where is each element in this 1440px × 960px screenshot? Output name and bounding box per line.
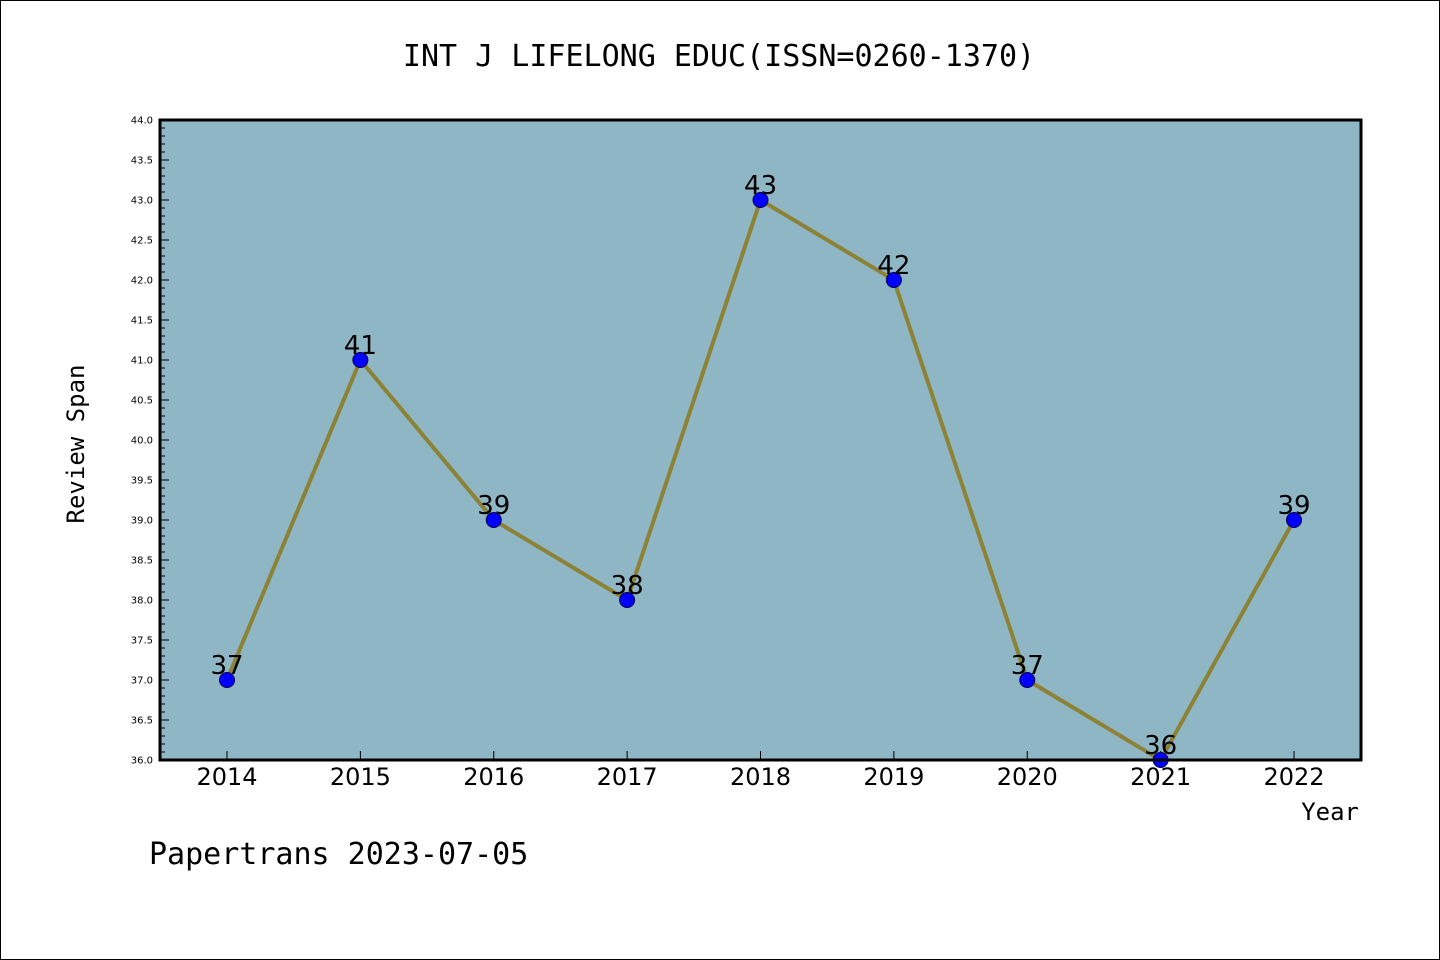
y-tick-label: 42.0 [131,276,153,287]
data-label: 39 [477,491,510,521]
data-point [1019,672,1036,688]
y-tick-label: 38.0 [131,596,153,607]
data-point [352,352,369,368]
x-tick-label: 2016 [463,763,524,791]
data-label: 43 [744,171,777,201]
y-tick-label: 41.5 [131,316,153,327]
data-point [619,592,636,608]
data-labels: 37 41 39 38 43 42 37 36 39 [210,171,1310,761]
plot-area [160,120,1361,760]
data-label: 39 [1277,491,1310,521]
y-tick-label: 40.5 [131,396,153,407]
y-axis-label: Review Span [62,365,90,524]
data-label: 37 [210,651,243,681]
y-tick-label: 41.0 [131,356,153,367]
y-tick-label: 38.5 [131,556,153,567]
data-label: 37 [1011,651,1044,681]
y-tick-label: 36.5 [131,716,153,727]
y-tick-label: 43.5 [131,156,153,167]
y-tick-label: 37.0 [131,676,153,687]
data-point [1286,512,1302,528]
x-tick-label: 2022 [1263,763,1324,791]
y-tick-label: 36.0 [131,756,153,767]
data-point [219,672,235,688]
x-tick-label: 2018 [730,763,791,791]
y-tick-label: 44.0 [131,116,153,127]
data-point [752,192,769,208]
x-tick-label: 2015 [330,763,391,791]
x-tick-label: 2019 [863,763,924,791]
data-label: 41 [344,331,377,361]
x-axis-label: Year [1301,798,1359,826]
plot-border [158,118,1363,762]
series-markers [219,192,1302,768]
y-tick-label: 43.0 [131,196,153,207]
chart-title: INT J LIFELONG EDUC(ISSN=0260-1370) [403,39,1035,74]
footer-credit: Papertrans 2023-07-05 [149,837,528,872]
data-point [485,512,502,528]
y-tick-label: 39.5 [131,476,153,487]
x-tick-label: 2017 [597,763,658,791]
data-label: 38 [611,571,644,601]
y-axis-ticks: 36.0 36.5 37.0 37.5 38.0 38.5 39.0 39.5 40.0 40.5… [131,116,169,767]
data-label: 42 [877,251,910,281]
data-point [885,272,902,288]
data-label: 36 [1144,731,1177,761]
x-tick-label: 2014 [196,763,257,791]
x-axis-ticks: 2014 2015 2016 2017 2018 2019 2020 2021 2022 [196,751,1325,791]
y-tick-label: 37.5 [131,636,153,647]
y-tick-label: 42.5 [131,236,153,247]
y-tick-label: 40.0 [131,436,153,447]
y-tick-label: 39.0 [131,516,153,527]
x-tick-label: 2020 [997,763,1058,791]
